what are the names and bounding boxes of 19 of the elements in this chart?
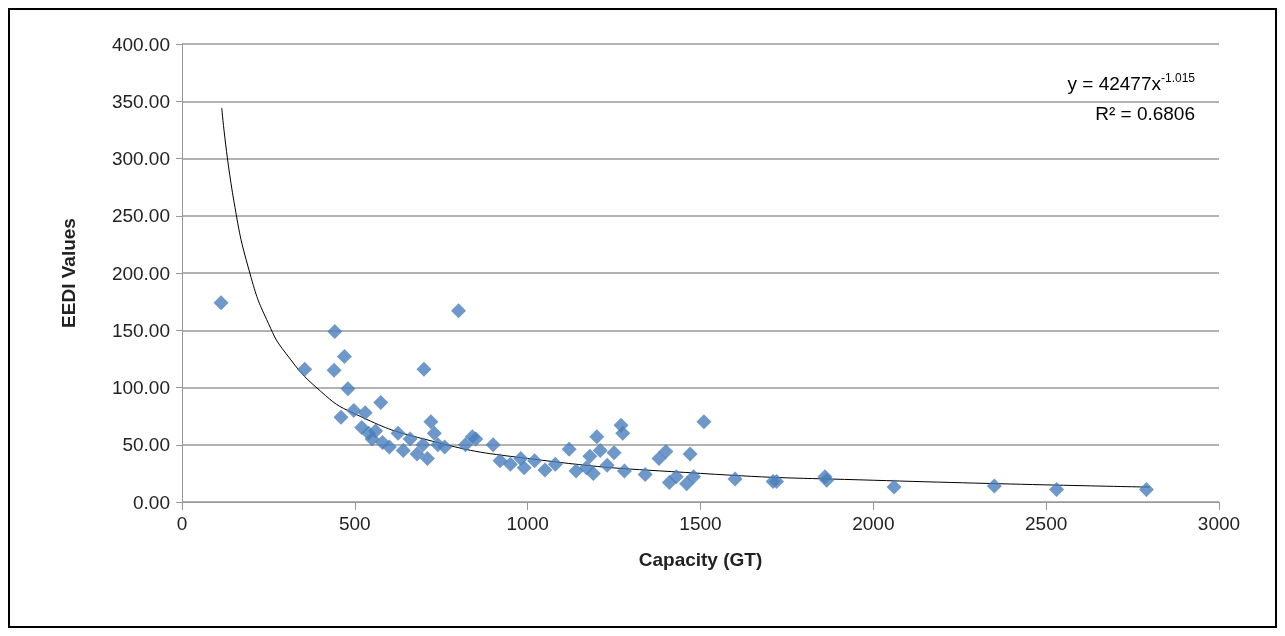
y-tick-label: 300.00 bbox=[111, 148, 170, 169]
y-tick-label: 400.00 bbox=[111, 33, 170, 55]
x-tick-label: 0 bbox=[176, 513, 188, 534]
y-tick-label: 350.00 bbox=[111, 90, 170, 112]
y-tick-label: 250.00 bbox=[111, 205, 170, 227]
y-tick-label: 50.00 bbox=[122, 434, 170, 456]
x-tick-label: 1000 bbox=[506, 513, 549, 534]
y-tick-label: 200.00 bbox=[111, 262, 170, 284]
annotation: R² = 0.6806 bbox=[1095, 103, 1196, 124]
x-axis-title: Capacity (GT) bbox=[638, 549, 763, 570]
y-tick-label: 100.00 bbox=[111, 377, 170, 398]
x-tick-label: 1500 bbox=[679, 513, 722, 534]
y-tick-label: 150.00 bbox=[111, 319, 170, 341]
x-tick-label: 500 bbox=[338, 513, 371, 534]
x-tick-label: 2500 bbox=[1025, 513, 1068, 534]
y-axis-title: EEDI Values bbox=[58, 218, 79, 328]
x-tick-label: 3000 bbox=[1197, 513, 1241, 534]
y-tick-label: 0.00 bbox=[133, 491, 170, 513]
x-tick-label: 2000 bbox=[852, 513, 895, 534]
